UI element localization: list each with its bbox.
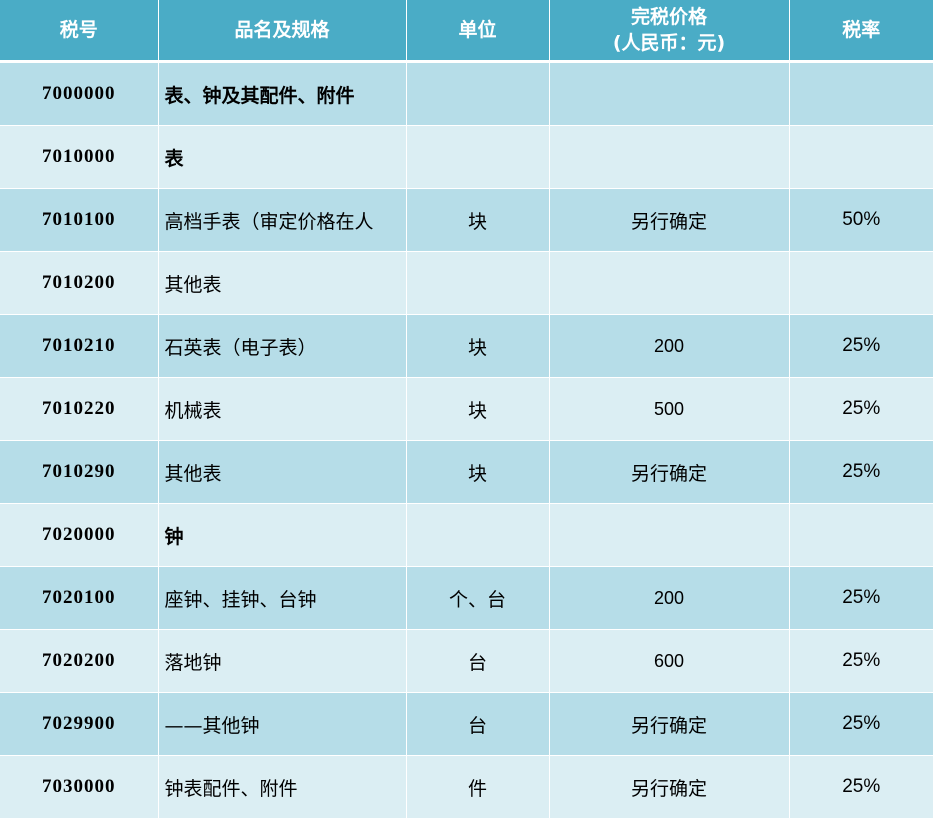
cell-price: 200 [549,566,790,630]
cell-unit [406,125,550,189]
cell-code: 7020000 [0,503,159,567]
cell-code: 7000000 [0,61,159,126]
cell-name: 机械表 [158,377,407,441]
cell-name: 钟表配件、附件 [158,755,407,819]
table-row: 7010220 机械表 块 500 25% [0,377,933,441]
cell-name: 石英表（电子表） [158,314,407,378]
cell-unit: 块 [406,188,550,252]
table-row: 7010210 石英表（电子表） 块 200 25% [0,314,933,378]
cell-name: 表、钟及其配件、附件 [158,61,407,126]
header-unit: 单位 [406,0,550,63]
header-price: 完税价格 (人民币：元) [549,0,790,63]
cell-unit: 台 [406,692,550,756]
table-row: 7030000 钟表配件、附件 件 另行确定 25% [0,755,933,819]
cell-unit: 块 [406,440,550,504]
cell-price [549,61,790,126]
cell-rate [789,61,933,126]
cell-name: 座钟、挂钟、台钟 [158,566,407,630]
cell-unit: 台 [406,629,550,693]
cell-unit: 件 [406,755,550,819]
cell-price: 600 [549,629,790,693]
header-price-line1: 完税价格 [630,6,707,28]
cell-name: 高档手表（审定价格在人 [158,188,407,252]
cell-rate: 25% [789,314,933,378]
table-row: 7020100 座钟、挂钟、台钟 个、台 200 25% [0,566,933,630]
cell-rate: 25% [789,629,933,693]
cell-name: 其他表 [158,251,407,315]
cell-price [549,125,790,189]
cell-code: 7010290 [0,440,159,504]
cell-price [549,251,790,315]
table-row: 7020000 钟 [0,503,933,567]
table-row: 7010290 其他表 块 另行确定 25% [0,440,933,504]
cell-price: 另行确定 [549,755,790,819]
cell-code: 7010220 [0,377,159,441]
header-rate: 税率 [789,0,933,63]
cell-name: ——其他钟 [158,692,407,756]
cell-code: 7010100 [0,188,159,252]
cell-unit [406,503,550,567]
cell-rate: 50% [789,188,933,252]
cell-code: 7010200 [0,251,159,315]
cell-name: 钟 [158,503,407,567]
cell-price: 另行确定 [549,440,790,504]
table-row: 7010200 其他表 [0,251,933,315]
cell-price: 200 [549,314,790,378]
cell-rate: 25% [789,440,933,504]
cell-name: 其他表 [158,440,407,504]
table-row: 7029900 ——其他钟 台 另行确定 25% [0,692,933,756]
cell-price [549,503,790,567]
cell-code: 7010000 [0,125,159,189]
cell-code: 7029900 [0,692,159,756]
cell-code: 7030000 [0,755,159,819]
cell-rate [789,125,933,189]
table-row: 7010000 表 [0,125,933,189]
header-row: 税号 品名及规格 单位 完税价格 (人民币：元) 税率 [0,0,933,63]
header-price-line2: (人民币：元) [612,32,726,54]
cell-rate: 25% [789,755,933,819]
cell-code: 7010210 [0,314,159,378]
cell-code: 7020200 [0,629,159,693]
table-row: 7000000 表、钟及其配件、附件 [0,61,933,126]
cell-unit [406,251,550,315]
cell-unit: 个、台 [406,566,550,630]
table-row: 7020200 落地钟 台 600 25% [0,629,933,693]
cell-price: 另行确定 [549,188,790,252]
cell-rate: 25% [789,566,933,630]
cell-name: 表 [158,125,407,189]
cell-rate [789,503,933,567]
cell-unit: 块 [406,314,550,378]
table-row: 7010100 高档手表（审定价格在人 块 另行确定 50% [0,188,933,252]
cell-rate: 25% [789,377,933,441]
cell-name: 落地钟 [158,629,407,693]
cell-price: 另行确定 [549,692,790,756]
cell-unit: 块 [406,377,550,441]
header-code: 税号 [0,0,159,63]
cell-code: 7020100 [0,566,159,630]
cell-rate [789,251,933,315]
header-name: 品名及规格 [158,0,407,63]
cell-rate: 25% [789,692,933,756]
cell-unit [406,61,550,126]
cell-price: 500 [549,377,790,441]
